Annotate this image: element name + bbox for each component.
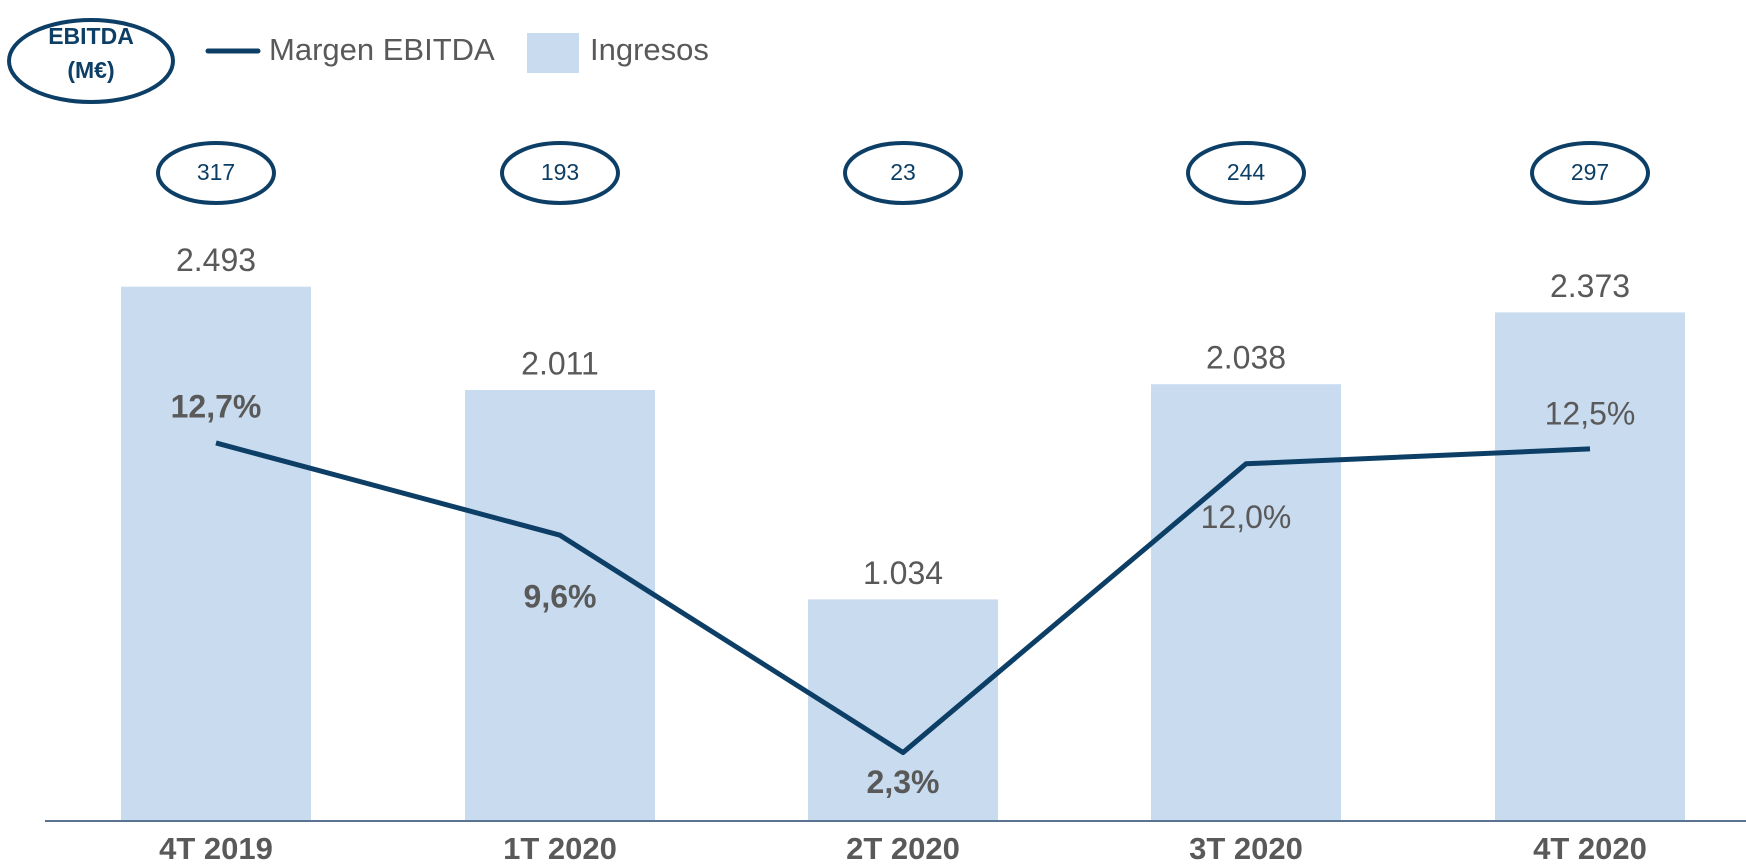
x-tick-label: 2T 2020 [846, 831, 960, 866]
line-series [215, 440, 1591, 756]
legend-swatch [527, 33, 579, 73]
bar-value-label: 2.011 [521, 345, 599, 381]
ebitda-value: 23 [890, 159, 916, 185]
x-tick-label: 3T 2020 [1189, 831, 1303, 866]
ebitda-value: 193 [541, 159, 579, 185]
bar-value-label: 2.493 [176, 242, 256, 278]
ebitda-oval [1530, 141, 1650, 205]
line-value-label: 9,6% [524, 579, 597, 615]
bar [1151, 384, 1341, 821]
bar [1495, 312, 1685, 821]
legend-label: Ingresos [590, 32, 709, 67]
ebitda-value: 317 [197, 159, 235, 185]
ebitda-value: 244 [1227, 159, 1266, 185]
legend-label: Margen EBITDA [269, 32, 495, 67]
bar-value-label: 2.373 [1550, 268, 1630, 304]
ebitda-badge [7, 18, 175, 104]
x-tick-label: 4T 2019 [159, 831, 273, 866]
ebitda-oval [1186, 141, 1306, 205]
line-value-label: 12,7% [171, 388, 262, 424]
ebitda-oval [156, 141, 276, 205]
bar [465, 389, 655, 821]
ebitda-title: EBITDA [48, 23, 134, 49]
x-tick-label: 4T 2020 [1533, 831, 1647, 866]
ebitda-unit: (M€) [67, 57, 114, 83]
ebitda-oval [500, 141, 620, 205]
line-value-label: 12,0% [1201, 499, 1292, 535]
ebitda-oval [843, 141, 963, 205]
bar-value-label: 2.038 [1206, 340, 1286, 376]
x-tick-label: 1T 2020 [503, 831, 617, 866]
bar-value-label: 1.034 [863, 555, 943, 591]
bar [121, 286, 311, 821]
line-value-label: 2,3% [867, 764, 940, 800]
ebitda-value: 297 [1571, 159, 1609, 185]
line-value-label: 12,5% [1545, 395, 1636, 431]
